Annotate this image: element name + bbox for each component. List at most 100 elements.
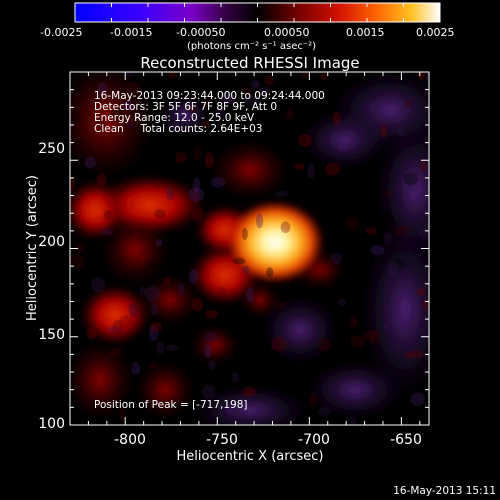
speckle-texture	[185, 105, 199, 113]
speckle-texture	[193, 146, 203, 161]
speckle-texture	[84, 156, 96, 169]
x-axis-label: Heliocentric X (arcsec)	[177, 449, 324, 464]
y-tick-label: 250	[38, 141, 65, 157]
speckle-texture	[155, 341, 165, 354]
speckle-texture	[407, 181, 419, 193]
colorbar-gradient	[75, 3, 440, 22]
y-tick-label: 150	[38, 327, 65, 343]
speckle-texture	[419, 158, 427, 173]
speckle-texture	[155, 238, 163, 247]
speckle-texture	[242, 265, 250, 275]
speckle-texture	[365, 226, 377, 236]
speckle-texture	[404, 351, 415, 359]
speckle-texture	[96, 173, 107, 187]
speckle-texture	[154, 209, 166, 219]
speckle-texture	[150, 322, 163, 333]
speckle-texture	[417, 287, 426, 296]
speckle-texture	[383, 321, 391, 332]
speckle-texture	[188, 269, 199, 284]
x-axis-ticks	[87, 72, 421, 425]
x-tick-label: -750	[206, 432, 238, 448]
speckle-texture	[380, 123, 387, 139]
speckle-texture	[217, 286, 226, 297]
speckle-texture	[403, 172, 419, 186]
speckle-texture	[387, 268, 395, 277]
footer-timestamp: 16-May-2013 15:11	[393, 485, 496, 497]
speckle-texture	[128, 302, 138, 317]
speckle-texture	[110, 107, 126, 122]
speckle-texture	[200, 120, 211, 129]
speckle-texture	[97, 82, 108, 96]
speckle-texture	[264, 75, 274, 86]
speckle-texture	[275, 190, 289, 198]
y-tick-label: 200	[38, 234, 65, 250]
speckle-texture	[125, 81, 141, 98]
speckle-texture	[271, 336, 288, 352]
info-annotation: 16-May-2013 09:23:44.000 to 09:24:44.000…	[94, 90, 325, 135]
speckle-texture	[220, 92, 236, 105]
speckle-texture	[139, 286, 147, 296]
speckle-texture	[396, 125, 405, 137]
speckle-texture	[319, 73, 329, 81]
speckle-texture	[137, 255, 147, 262]
y-axis-ticks	[70, 89, 429, 426]
x-tick-label: -700	[298, 432, 330, 448]
speckle-texture	[382, 212, 394, 226]
speckle-texture	[70, 254, 85, 269]
speckle-texture	[203, 331, 218, 343]
speckle-texture	[202, 384, 216, 400]
plot-title: Reconstructed RHESSI Image	[140, 54, 359, 72]
speckle-texture	[309, 393, 317, 407]
speckle-texture	[384, 189, 394, 198]
x-tick-label: -800	[114, 432, 146, 448]
speckle-texture	[171, 403, 184, 411]
speckle-texture	[192, 187, 200, 204]
speckle-texture	[166, 72, 178, 79]
speckle-texture	[242, 84, 252, 96]
speckle-texture	[249, 80, 260, 89]
speckle-texture	[280, 221, 291, 233]
colorbar-tick-5: 0.0015	[346, 26, 385, 39]
speckle-texture	[301, 72, 309, 79]
speckle-texture	[244, 93, 260, 106]
speckle-texture	[97, 341, 114, 353]
speckle-texture	[164, 276, 171, 285]
speckle-texture	[120, 112, 135, 126]
speckle-texture	[384, 302, 395, 316]
speckle-texture	[191, 297, 204, 312]
time-range-text: 16-May-2013 09:23:44.000 to 09:24:44.000	[94, 90, 325, 102]
speckle-texture	[122, 100, 134, 111]
speckle-texture	[175, 151, 187, 164]
speckle-texture	[338, 139, 348, 153]
speckle-texture	[418, 227, 429, 239]
speckle-texture	[345, 216, 359, 231]
speckle-texture	[70, 193, 79, 205]
speckle-texture	[208, 360, 216, 370]
speckle-texture	[204, 152, 214, 168]
speckle-texture	[332, 111, 342, 126]
speckle-texture	[131, 361, 141, 375]
colorbar-tick-1: -0.0025	[40, 26, 82, 39]
speckle-texture	[390, 258, 407, 271]
y-axis-label: Heliocentric Y (arcsec)	[25, 175, 40, 321]
speckle-texture	[100, 112, 107, 126]
speckle-texture	[338, 298, 347, 307]
speckle-texture	[409, 349, 425, 359]
colorbar: -0.0025 -0.0015 -0.00050 0.00050 0.0015 …	[40, 2, 455, 52]
detectors-text: Detectors: 3F 5F 6F 7F 8F 9F, Att 0	[94, 101, 277, 113]
speckle-texture	[227, 325, 237, 341]
speckle-texture	[192, 177, 201, 193]
speckle-texture	[108, 326, 123, 333]
speckle-texture	[394, 225, 410, 237]
speckle-texture	[242, 386, 256, 398]
colorbar-tick-2: -0.0015	[110, 26, 152, 39]
speckle-texture	[410, 392, 425, 406]
speckle-texture	[232, 257, 246, 265]
speckle-texture	[368, 329, 381, 345]
speckle-texture	[118, 408, 126, 423]
speckle-texture	[403, 100, 414, 107]
speckle-texture	[294, 163, 305, 170]
colorbar-tick-3: -0.00050	[176, 26, 225, 39]
speckle-texture	[148, 361, 157, 369]
speckle-texture	[318, 406, 331, 417]
